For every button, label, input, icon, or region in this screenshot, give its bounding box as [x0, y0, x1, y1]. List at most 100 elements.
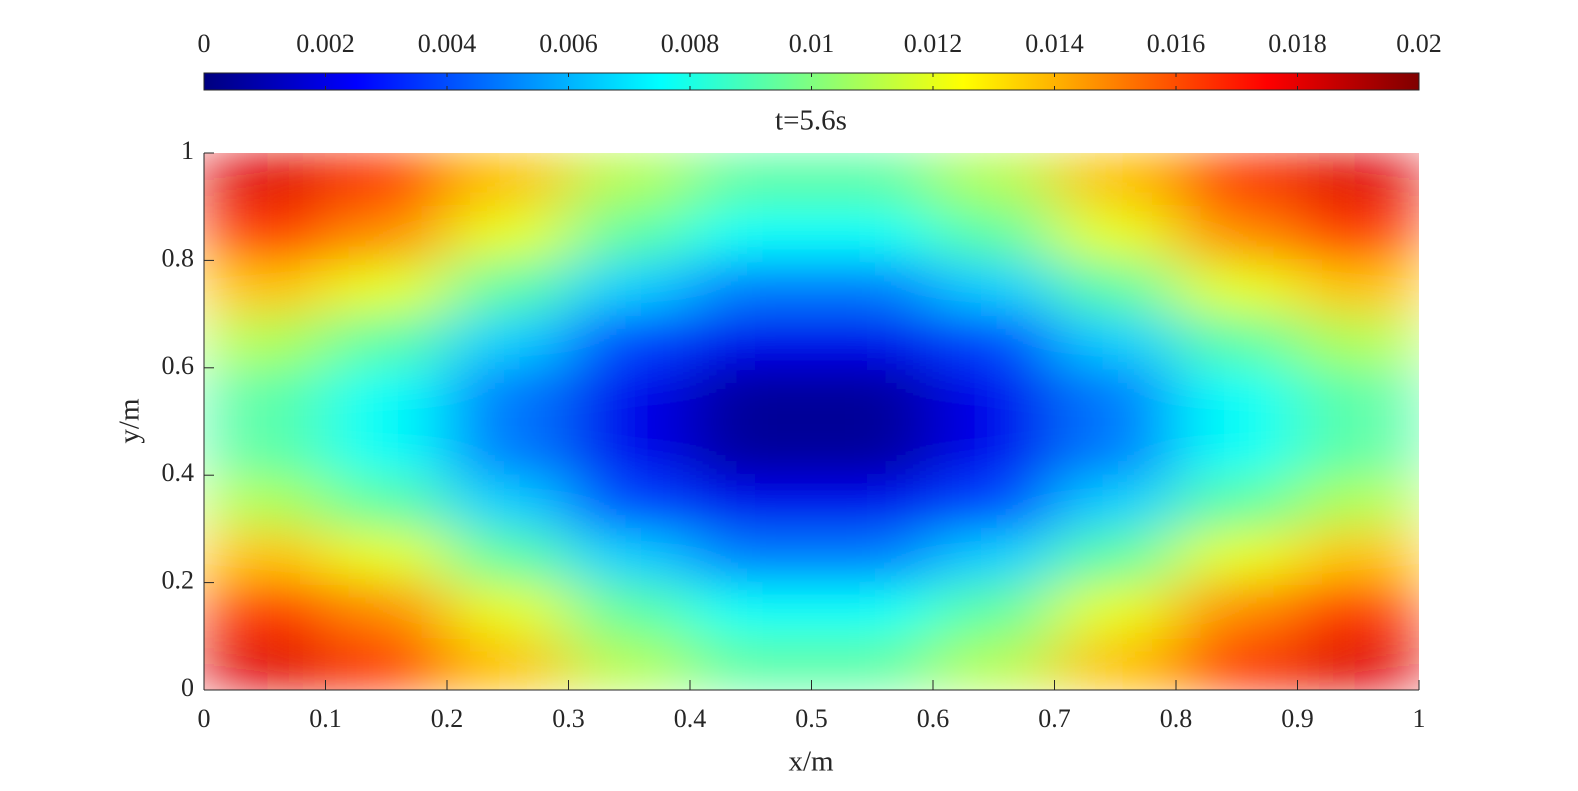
heat-cell [1054, 582, 1177, 637]
heat-cell [1175, 474, 1298, 530]
heat-cell [932, 474, 1055, 530]
heat-cell [1175, 528, 1298, 584]
heat-cell [689, 474, 812, 530]
heat-cell [568, 421, 691, 476]
heat-cell [932, 367, 1055, 422]
heat-cell [1054, 153, 1177, 208]
heat-cell [689, 635, 812, 690]
heat-cell [811, 528, 934, 584]
heat-cell [932, 421, 1055, 476]
heat-cell [1175, 635, 1298, 690]
heat-cell [1175, 206, 1298, 261]
colorbar-tick-label: 0.014 [1025, 29, 1084, 58]
x-tick-label: 1 [1413, 704, 1426, 733]
heat-cell [446, 421, 569, 476]
heat-cell [932, 635, 1055, 690]
heat-cell [932, 582, 1055, 637]
heat-cell [689, 206, 812, 261]
y-tick-label: 0.2 [162, 566, 195, 595]
heat-cell [811, 259, 934, 315]
colorbar-tick-label: 0.008 [661, 29, 720, 58]
heat-cell [1054, 313, 1177, 369]
x-tick-label: 0 [198, 704, 211, 733]
heat-cell [446, 635, 569, 690]
chart-title: t=5.6s [775, 105, 847, 137]
heat-cell [1054, 259, 1177, 315]
x-tick-label: 0.2 [431, 704, 464, 733]
colorbar-tick-label: 0.006 [539, 29, 598, 58]
heat-cell [1054, 206, 1177, 261]
heat-cell [325, 474, 448, 530]
heat-cell [932, 206, 1055, 261]
heat-cell [1175, 367, 1298, 422]
heat-cell [446, 313, 569, 369]
y-tick-label: 1 [181, 136, 194, 165]
heat-cell [568, 528, 691, 584]
x-tick-label: 0.6 [917, 704, 950, 733]
heat-cell [1054, 367, 1177, 422]
heat-cell [1175, 421, 1298, 476]
heat-cell [1297, 528, 1419, 584]
x-tick-label: 0.1 [309, 704, 342, 733]
heat-cell [204, 313, 326, 369]
heat-cell [568, 313, 691, 369]
x-tick-label: 0.8 [1160, 704, 1193, 733]
heat-cell [689, 582, 812, 637]
heat-cell [689, 367, 812, 422]
heat-cell [811, 474, 934, 530]
heat-cell [1297, 259, 1419, 315]
heat-cell [325, 528, 448, 584]
heat-cell [568, 206, 691, 261]
heat-cell [325, 582, 448, 637]
heat-cell [1297, 635, 1419, 690]
heat-cell [1054, 528, 1177, 584]
heat-cell [811, 421, 934, 476]
heat-cell [689, 421, 812, 476]
heat-cell [325, 206, 448, 261]
heat-cell [568, 153, 691, 208]
heat-cell [204, 206, 326, 261]
heat-cell [811, 367, 934, 422]
heat-cell [689, 313, 812, 369]
heat-cell [325, 635, 448, 690]
heat-cell [1054, 421, 1177, 476]
heat-cell [204, 367, 326, 422]
heat-cell [932, 528, 1055, 584]
colorbar-tick-label: 0.002 [296, 29, 355, 58]
heat-cell [325, 367, 448, 422]
heat-cell [811, 635, 934, 690]
heat-cell [568, 474, 691, 530]
heat-cell [204, 635, 326, 690]
heat-cell [325, 313, 448, 369]
colorbar-tick-label: 0.02 [1396, 29, 1442, 58]
heat-cell [204, 421, 326, 476]
y-tick-label: 0.6 [162, 351, 195, 380]
heat-cell [689, 259, 812, 315]
heat-cell [811, 153, 934, 208]
heat-cell [568, 367, 691, 422]
heat-cell [1175, 313, 1298, 369]
x-axis-label: x/m [788, 746, 834, 778]
colorbar-tick-label: 0.012 [904, 29, 963, 58]
heat-cell [811, 582, 934, 637]
heat-cell [446, 367, 569, 422]
heat-cell [568, 259, 691, 315]
colorbar-tick-label: 0.01 [789, 29, 835, 58]
heat-cell [204, 528, 326, 584]
heat-cell [1297, 367, 1419, 422]
heat-cell [325, 259, 448, 315]
heatmap [204, 153, 1419, 690]
heat-cell [811, 206, 934, 261]
y-tick-label: 0 [181, 673, 194, 702]
heat-cell [204, 474, 326, 530]
y-axis-label: y/m [114, 398, 146, 444]
heat-cell [811, 313, 934, 369]
heat-cell [689, 528, 812, 584]
heat-cell [446, 528, 569, 584]
y-tick-label: 0.4 [162, 458, 195, 487]
x-tick-label: 0.4 [674, 704, 707, 733]
colorbar-tick-label: 0 [198, 29, 211, 58]
heat-cell [1297, 474, 1419, 530]
